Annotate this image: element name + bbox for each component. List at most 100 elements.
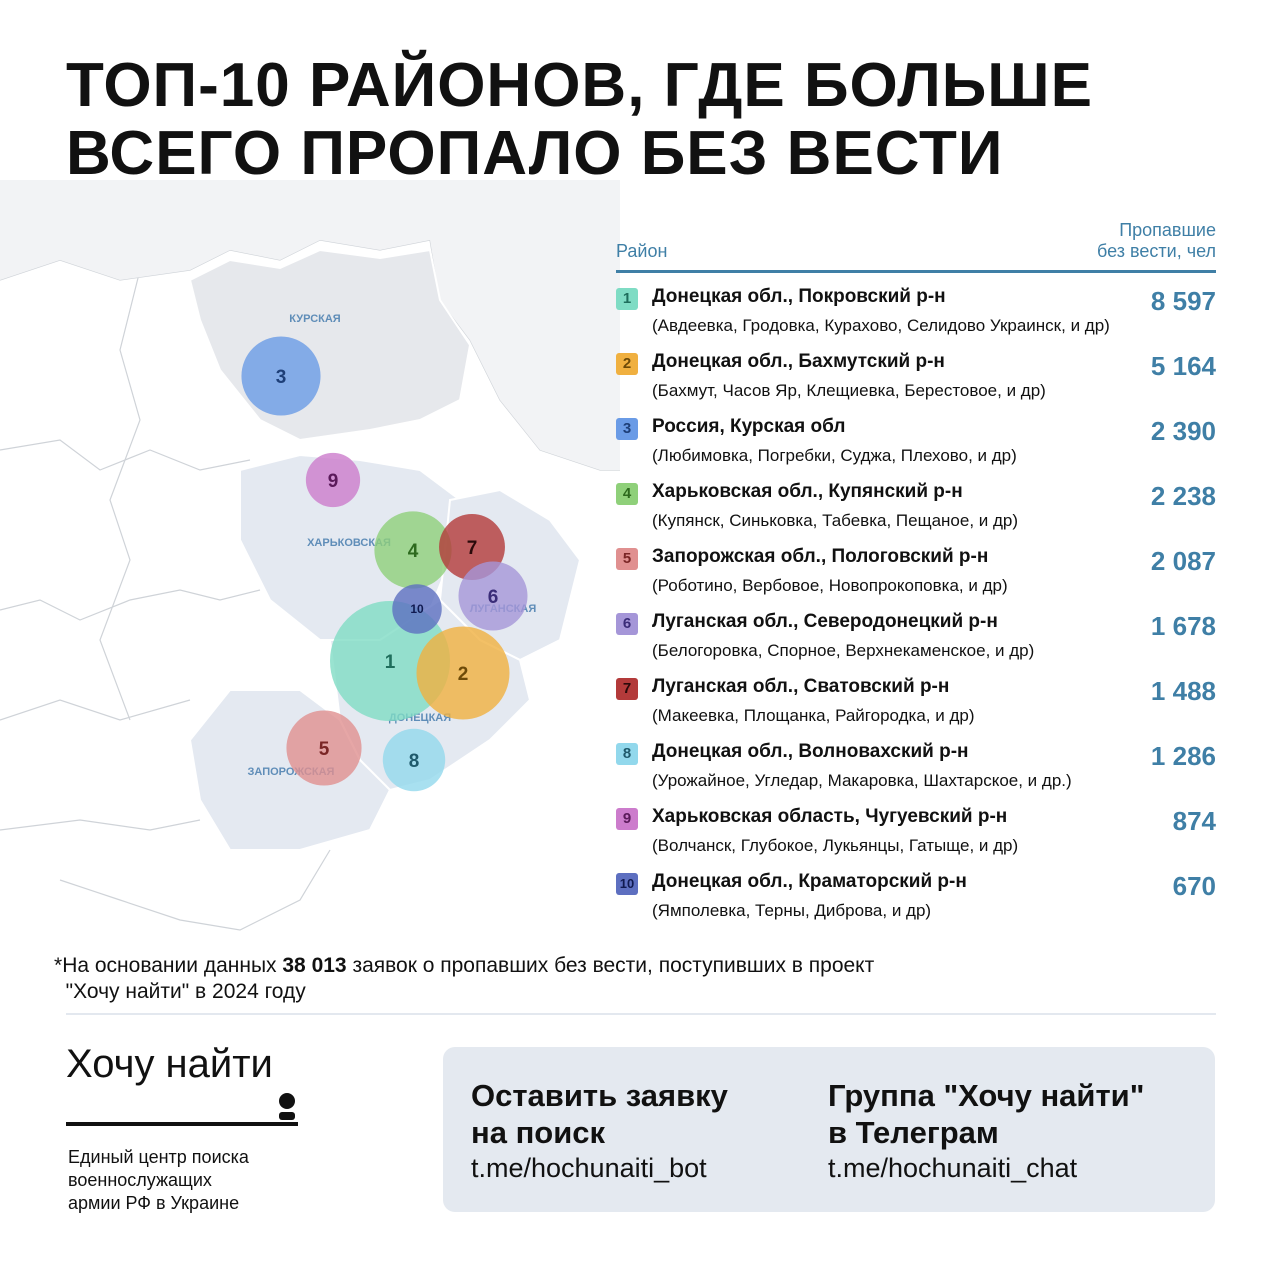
bot-title-1: Оставить заявку	[471, 1078, 728, 1113]
rank-badge: 3	[616, 418, 638, 440]
district-name: Луганская обл., Сватовский р-н	[652, 676, 950, 697]
bubble-4	[374, 511, 452, 589]
rank-badge: 5	[616, 548, 638, 570]
region-kursk	[188, 248, 472, 442]
note-text-end: заявок о пропавших без вести, поступивши…	[346, 954, 875, 977]
district-name: Харьковская область, Чугуевский р-н	[652, 806, 1008, 827]
table-row: 8 Донецкая обл., Волновахский р-н (Урожа…	[616, 739, 1216, 799]
missing-count: 1 488	[1150, 676, 1216, 706]
note-text: На основании данных	[62, 954, 283, 977]
district-places: (Макеевка, Площанка, Райгородка, и др)	[652, 706, 975, 725]
logo-underline	[66, 1122, 298, 1126]
title-line-1: ТОП-10 РАЙОНОВ, ГДЕ БОЛЬШЕ	[66, 51, 1093, 120]
district-places: (Купянск, Синьковка, Табевка, Пещаное, и…	[652, 511, 1019, 530]
bubble-label: 4	[408, 541, 419, 562]
tagline-3: армии РФ в Украине	[68, 1193, 240, 1213]
table-row: 7 Луганская обл., Сватовский р-н (Макеев…	[616, 674, 1216, 734]
table-row: 10 Донецкая обл., Краматорский р-н (Ямпо…	[616, 869, 1216, 929]
district-places: (Бахмут, Часов Яр, Клещиевка, Берестовое…	[652, 381, 1046, 400]
page-title: ТОП-10 РАЙОНОВ, ГДЕ БОЛЬШЕ ВСЕГО ПРОПАЛО …	[66, 52, 1093, 188]
rank-badge: 1	[616, 288, 638, 310]
russia-area	[0, 180, 620, 470]
missing-count: 1 678	[1150, 611, 1216, 641]
rank-badge: 4	[616, 483, 638, 505]
bot-title-2: на поиск	[471, 1115, 606, 1150]
asterisk: *	[54, 954, 63, 977]
district-places: (Урожайное, Угледар, Макаровка, Шахтарск…	[652, 771, 1072, 790]
bot-title: Оставить заявку на поиск	[471, 1077, 728, 1151]
district-name: Луганская обл., Северодонецкий р-н	[652, 611, 998, 632]
bot-link[interactable]: t.me/hochunaiti_bot	[471, 1153, 707, 1183]
district-name: Донецкая обл., Покровский р-н	[652, 286, 946, 307]
missing-count: 2 238	[1150, 481, 1216, 511]
bubble-label: 2	[458, 664, 469, 685]
note-line-2: "Хочу найти" в 2024 году	[65, 980, 306, 1003]
chat-title-2: в Телеграм	[828, 1115, 999, 1150]
bubble-label: 7	[467, 538, 478, 559]
table-row: 4 Харьковская обл., Купянский р-н (Купян…	[616, 479, 1216, 539]
bubble-10	[392, 584, 442, 634]
district-places: (Авдеевка, Гродовка, Курахово, Селидово …	[652, 316, 1110, 335]
bubble-2	[416, 626, 510, 720]
missing-count: 8 597	[1150, 286, 1216, 316]
district-places: (Волчанск, Глубокое, Лукьянцы, Гатыще, и…	[652, 836, 1019, 855]
district-name: Донецкая обл., Бахмутский р-н	[652, 351, 945, 372]
district-places: (Белогоровка, Спорное, Верхнекаменское, …	[652, 641, 1035, 660]
table-row: 2 Донецкая обл., Бахмутский р-н (Бахмут,…	[616, 349, 1216, 409]
district-name: Россия, Курская обл	[652, 416, 846, 437]
missing-count: 670	[1172, 871, 1216, 901]
rank-badge: 8	[616, 743, 638, 765]
column-district: Район	[616, 241, 668, 261]
tagline-2: военнослужащих	[68, 1170, 212, 1190]
region-label: КУРСКАЯ	[289, 313, 340, 325]
region-label: ХАРЬКОВСКАЯ	[307, 537, 391, 549]
table-header: Район Пропавшие без вести, чел	[616, 218, 1216, 273]
rank-badge: 7	[616, 678, 638, 700]
footnote: *На основании данных 38 013 заявок о про…	[54, 953, 874, 1005]
divider	[66, 1013, 1216, 1015]
chat-link[interactable]: t.me/hochunaiti_chat	[828, 1153, 1078, 1183]
district-name: Донецкая обл., Волновахский р-н	[652, 741, 969, 762]
missing-count: 874	[1172, 806, 1216, 836]
rank-badge: 2	[616, 353, 638, 375]
missing-count: 2 087	[1150, 546, 1216, 576]
table-row: 1 Донецкая обл., Покровский р-н (Авдеевк…	[616, 284, 1216, 344]
district-name: Харьковская обл., Купянский р-н	[652, 481, 963, 502]
column-missing: Пропавшие без вести, чел	[1097, 220, 1216, 262]
missing-count: 5 164	[1150, 351, 1216, 381]
district-places: (Любимовка, Погребки, Суджа, Плехово, и …	[652, 446, 1017, 465]
column-missing-line-1: Пропавшие	[1119, 220, 1216, 240]
bubble-3	[241, 336, 321, 416]
logo-text: Хочу найти	[66, 1042, 273, 1086]
bubble-8	[382, 728, 446, 792]
rank-badge: 6	[616, 613, 638, 635]
table-row: 6 Луганская обл., Северодонецкий р-н (Бе…	[616, 609, 1216, 669]
map: КУРСКАЯХАРЬКОВСКАЯЛУГАНСКАЯДОНЕЦКАЯЗАПОР…	[0, 180, 620, 931]
district-name: Донецкая обл., Краматорский р-н	[652, 871, 967, 892]
title-line-2: ВСЕГО ПРОПАЛО БЕЗ ВЕСТИ	[66, 119, 1004, 188]
district-places: (Роботино, Вербовое, Новопрокоповка, и д…	[652, 576, 1008, 595]
bubble-label: 5	[319, 739, 330, 760]
table-row: 3 Россия, Курская обл (Любимовка, Погреб…	[616, 414, 1216, 474]
soldier-icon	[279, 1093, 295, 1120]
bubble-label: 9	[328, 471, 339, 492]
note-count: 38 013	[282, 954, 347, 977]
tagline: Единый центр поиска военнослужащих армии Р…	[68, 1146, 249, 1215]
rank-badge: 9	[616, 808, 638, 830]
missing-count: 1 286	[1150, 741, 1216, 771]
bubble-6	[458, 561, 528, 631]
bubble-label: 3	[276, 367, 287, 388]
column-missing-line-2: без вести, чел	[1097, 241, 1216, 261]
bubble-5	[286, 710, 362, 786]
district-name: Запорожская обл., Пологовский р-н	[652, 546, 989, 567]
bubble-label: 1	[385, 652, 396, 673]
table-row: 5 Запорожская обл., Пологовский р-н (Роб…	[616, 544, 1216, 604]
bubble-label: 6	[488, 587, 499, 608]
rank-badge: 10	[616, 873, 638, 895]
contacts-card: Оставить заявку на поиск t.me/hochunaiti_…	[443, 1047, 1215, 1212]
tagline-1: Единый центр поиска	[68, 1147, 249, 1167]
chat-title-1: Группа "Хочу найти"	[828, 1078, 1145, 1113]
bubble-9	[305, 452, 361, 508]
missing-count: 2 390	[1150, 416, 1216, 446]
chat-title: Группа "Хочу найти" в Телеграм	[828, 1077, 1144, 1151]
